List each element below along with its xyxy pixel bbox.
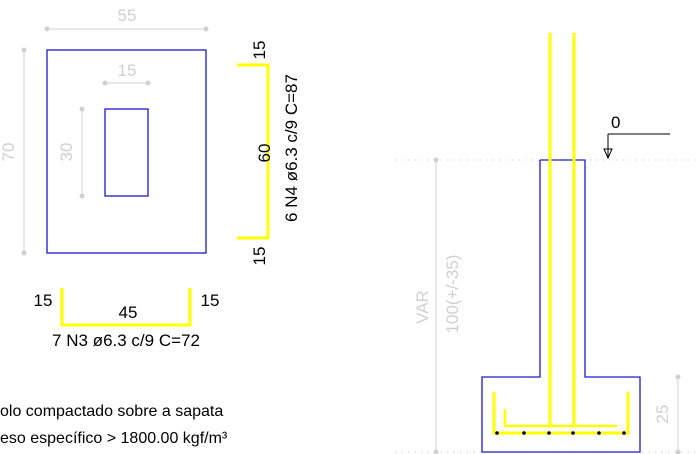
plan-height-label: 70: [0, 143, 18, 162]
pillar-height-label: 30: [57, 143, 76, 162]
footing-section-outline: [481, 159, 641, 453]
dimension-tick: [102, 80, 108, 86]
rebar-n4-bottom-hook-label: 15: [250, 247, 269, 266]
rebar-n4-detail: 15 60 6 N4 ø6.3 c/9 C=87 15: [237, 41, 301, 266]
dimension-tick: [21, 250, 27, 256]
var-label: VAR: [413, 290, 432, 324]
dimension-tick: [79, 193, 85, 199]
dimension-tick: [21, 47, 27, 53]
rebar-n3-right-hook-label: 15: [201, 291, 220, 310]
rebar-n3-spec-label: 7 N3 ø6.3 c/9 C=72: [52, 331, 200, 350]
level-triangle-icon: [603, 148, 613, 160]
dimension-tick: [79, 106, 85, 112]
plan-width-label: 55: [118, 6, 137, 25]
rebar-n4-spec-label: 6 N4 ø6.3 c/9 C=87: [282, 74, 301, 222]
rebar-dot: [522, 431, 526, 435]
footing-plan-outline: [46, 49, 207, 254]
section-view: 0 VAR 100(+/-35) 25: [395, 33, 700, 454]
rebar-dot: [597, 431, 601, 435]
rebar-n4-top-hook-label: 15: [250, 41, 269, 60]
rebar-n4-length-label: 60: [255, 144, 274, 163]
footing-height-label: 25: [653, 405, 672, 424]
footing-rebar-mesh: [492, 392, 630, 435]
rebar-dot: [622, 431, 626, 435]
depth-label: 100(+/-35): [443, 255, 462, 334]
rebar-n3-shape: [60, 288, 192, 327]
footing-rebar-inner: [503, 409, 617, 428]
plan-view: 55 70 15 30: [0, 6, 209, 256]
rebar-dot: [495, 431, 499, 435]
rebar-n3-detail: 15 45 15 7 N3 ø6.3 c/9 C=72: [34, 288, 220, 350]
dimension-tick: [675, 374, 681, 380]
rebar-cross-sections: [495, 431, 626, 435]
dimension-tick: [44, 26, 50, 32]
pillar-width-label: 15: [118, 61, 137, 80]
dimension-tick: [433, 449, 439, 454]
level-label: 0: [611, 113, 620, 132]
note-line-2: eso específico > 1800.00 kgf/m³: [0, 430, 228, 447]
pillar-plan-outline: [104, 108, 149, 197]
dimension-tick: [145, 80, 151, 86]
rebar-dot: [547, 431, 551, 435]
dimension-tick: [675, 449, 681, 454]
rebar-n3-length-label: 45: [119, 303, 138, 322]
rebar-n3-left-hook-label: 15: [34, 291, 53, 310]
dimension-tick: [203, 26, 209, 32]
notes: olo compactado sobre a sapata eso especí…: [0, 403, 228, 447]
rebar-dot: [571, 431, 575, 435]
dimension-tick: [433, 157, 439, 163]
note-line-1: olo compactado sobre a sapata: [0, 403, 223, 420]
rebar-n4-shape: [237, 63, 270, 240]
